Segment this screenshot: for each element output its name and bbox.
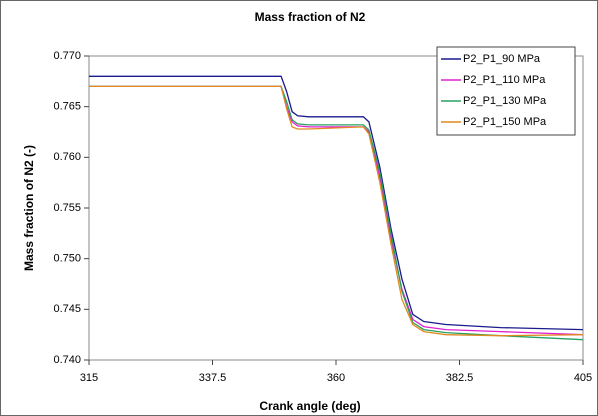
legend-label: P2_P1_110 MPa [463,74,546,86]
x-tick-label: 315 [80,372,98,384]
y-tick-label: 0.750 [53,253,81,265]
x-tick-label: 360 [327,372,345,384]
legend-label: P2_P1_130 MPa [463,95,547,107]
x-axis-label: Crank angle (deg) [259,399,360,413]
legend-label: P2_P1_90 MPa [463,53,541,65]
y-tick-label: 0.760 [53,151,81,163]
legend-label: P2_P1_150 MPa [463,116,547,128]
x-tick-label: 382.5 [446,372,474,384]
y-tick-label: 0.755 [53,202,81,214]
y-axis-label: Mass fraction of N2 (-) [22,145,36,271]
y-tick-label: 0.740 [53,354,81,366]
line-series [89,75,584,331]
line-series [89,85,584,336]
line-series [89,85,584,341]
y-tick-label: 0.745 [53,303,81,315]
y-tick-label: 0.770 [53,50,81,62]
x-tick-label: 337.5 [199,372,227,384]
line-series [89,85,584,337]
y-tick-label: 0.765 [53,101,81,113]
chart-title: Mass fraction of N2 [255,10,366,24]
x-tick-label: 405 [574,372,592,384]
legend-box [436,46,576,136]
